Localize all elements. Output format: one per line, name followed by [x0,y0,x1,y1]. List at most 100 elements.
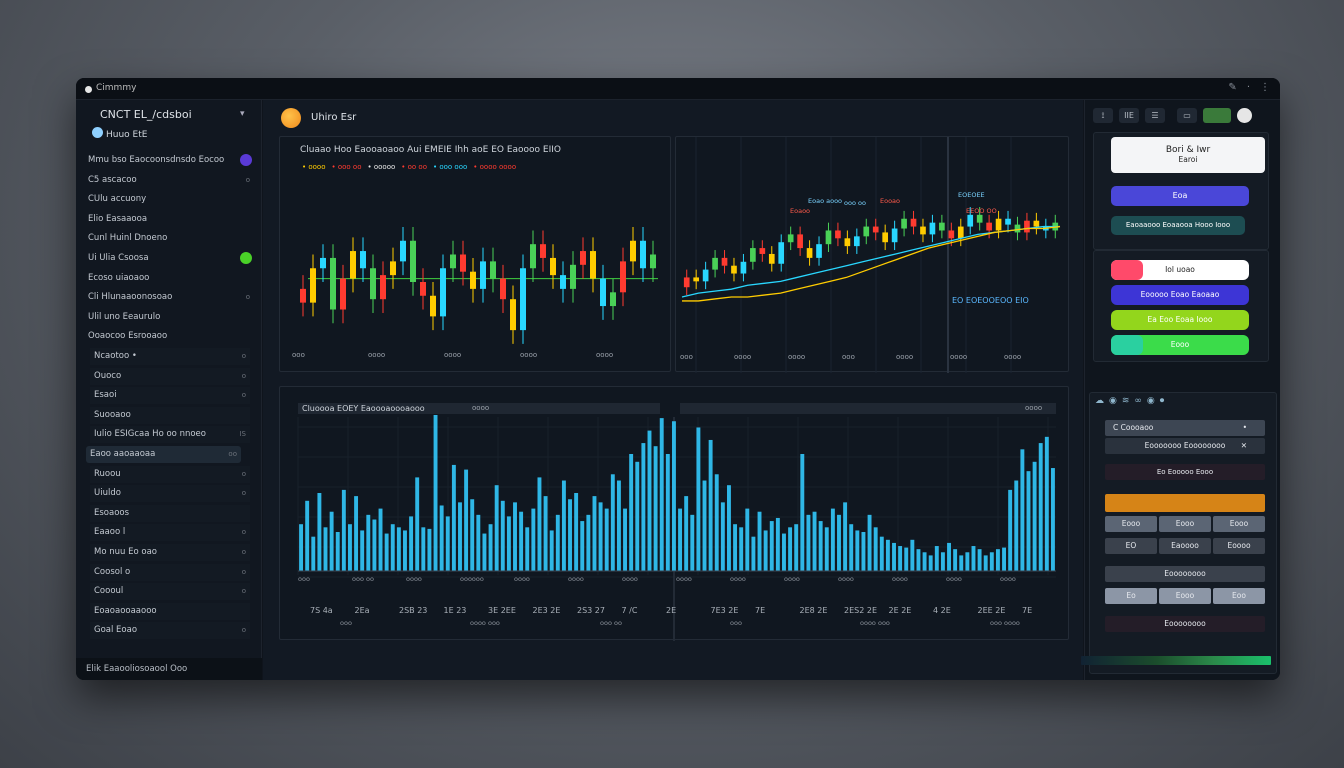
x-axis-label: oooo [444,351,461,359]
candle-body [550,257,556,276]
list-icon[interactable]: ☰ [1145,108,1165,123]
sidebar-item[interactable]: Eoaoaooaaooo [90,602,250,620]
chip-button[interactable]: Eooo [1111,335,1249,355]
text-field[interactable]: Eoooooooo [1105,566,1265,582]
blue-action-button[interactable]: Eoa [1111,186,1249,206]
value-label: 3E 2EE [488,606,516,615]
bar [671,421,676,571]
sidebar-item-label: Suooaoo [94,409,131,420]
bar [843,502,848,571]
link-icon[interactable]: ∞ [1134,396,1142,406]
sidebar-item[interactable]: Coooul o [90,583,250,601]
bar [696,427,701,571]
segment-button[interactable]: Eooo [1213,516,1265,532]
text-icon[interactable]: IIE [1119,108,1139,123]
candle-body [350,251,356,279]
more-icon[interactable]: ⋮ [1260,82,1270,93]
sidebar-item[interactable]: CUlu accuony [84,191,254,208]
sidebar-footer[interactable]: Elik Eaaooliosoaool Ooo [76,658,262,680]
sidebar-item[interactable]: Ncaotoo • o [90,348,250,365]
close-icon[interactable]: ✕ [1240,441,1247,450]
app-icon [85,86,92,93]
candle-body [380,275,386,300]
orange-bar-button[interactable] [1105,494,1265,512]
bar [714,474,719,571]
primary-card[interactable]: Bori & Iwr Earoi [1111,137,1265,173]
toggle-switch[interactable] [1203,108,1231,123]
sidebar-menu-toggle[interactable]: ▾ [240,109,245,119]
sidebar-item[interactable]: Eaoo aaoaaoaa oo [86,446,241,463]
segment-button[interactable]: Eo [1105,588,1157,604]
chip-button[interactable]: Iol uoao [1111,260,1249,280]
user-icon[interactable] [1237,108,1252,123]
sub-label: ooo [730,619,742,627]
candle-body [640,240,646,269]
sidebar-item[interactable]: Ruoou o [90,465,250,483]
bar [433,415,438,571]
select-one[interactable]: C Coooaoo • [1105,420,1265,436]
bar [788,527,793,571]
segment-button[interactable]: Eaoooo [1159,538,1211,554]
segment-button[interactable]: EO [1105,538,1157,554]
sidebar-item[interactable]: Coosol o o [90,563,250,581]
circle-icon[interactable]: ◉ [1146,396,1155,406]
sidebar-item[interactable]: C5 ascacoo o [84,172,254,189]
bar [341,489,346,571]
sidebar-item[interactable]: Iulio ESIGcaa Ho oo nnoeo IS [90,426,250,444]
sidebar-item[interactable]: Mo nuu Eo oao o [90,544,250,561]
bar [531,508,536,571]
candle-body [480,261,486,289]
toggle-icon[interactable]: ⟟ [1093,108,1113,123]
segment-button[interactable]: Eoo [1213,588,1265,604]
chip-button[interactable]: Eooooo Eoao Eaoaao [1111,285,1249,305]
pen-icon[interactable]: ✎ [1228,82,1237,93]
sidebar-item[interactable]: Esoaoos [90,504,250,522]
sidebar-item[interactable]: Mmu bso Eaocoonsdnsdo Eocoo [84,152,254,169]
sidebar-item[interactable]: Elio Easaaooa [84,211,254,228]
segment-button[interactable]: Eooo [1159,516,1211,532]
sidebar-item-label: Ui Ulia Csoosa [88,253,149,263]
window-icon[interactable]: ▭ [1177,108,1197,123]
chip-button[interactable]: Ea Eoo Eoaa Iooo [1111,310,1249,330]
bar [1002,547,1006,571]
bar [983,555,988,571]
price-annotation: EO EOEOOEOO EIO [952,296,1029,305]
sidebar-item[interactable]: Esaoi o [90,387,250,405]
teal-action-button[interactable]: Eaoaaooo Eoaaooa Hooo Iooo [1111,216,1245,235]
sidebar-item[interactable]: Uiuldo o [90,485,250,503]
bar [904,547,909,571]
cloud-icon[interactable]: ☁ [1095,396,1104,406]
sidebar-item[interactable]: Ooaocoo Esrooaoo [84,328,254,345]
bar [543,496,548,571]
sidebar-item-mark: o [241,626,246,635]
sidebar-item-label: Esoaoos [94,507,130,518]
select-two[interactable]: Eooooooo Eoooooooo ✕ [1105,438,1265,454]
sidebar-item-mark: o [241,567,246,576]
circle-icon[interactable]: ◉ [1109,396,1117,406]
bar [849,524,854,571]
segment-button[interactable]: Eoooo [1213,538,1265,554]
sidebar-item[interactable]: Eaaoo l o [90,524,250,542]
sidebar-item[interactable]: Cli Hlunaaoonosoao o [84,289,254,306]
footer-button[interactable]: Eoooooooo [1105,616,1265,632]
candle-body [825,230,832,245]
candle-body [650,254,656,269]
bar [800,454,805,571]
avatar[interactable] [281,108,301,128]
record-icon[interactable]: ⏺ [1159,396,1165,406]
sidebar-item[interactable]: Suooaoo [90,406,250,424]
bar [885,539,890,571]
wave-icon[interactable]: ≋ [1121,396,1130,406]
dot-icon[interactable]: · [1246,82,1250,93]
sidebar-item[interactable]: Cunl Huinl Dnoeno [84,230,254,247]
x-axis-label: oooo [406,575,422,583]
segment-button[interactable]: Eooo [1159,588,1211,604]
sidebar-item[interactable]: Goal Eoao o [90,622,250,640]
bar [1038,443,1043,571]
sidebar-item[interactable]: Ulil uno Eeaurulo [84,309,254,326]
sidebar-item[interactable]: Ecoso uiaoaoo [84,270,254,287]
chip-label: Iol uoao [1165,265,1195,274]
segment-button[interactable]: Eooo [1105,516,1157,532]
sidebar-item[interactable]: Ui Ulia Csoosao [84,250,254,267]
sidebar-item[interactable]: Ouoco o [90,367,250,385]
